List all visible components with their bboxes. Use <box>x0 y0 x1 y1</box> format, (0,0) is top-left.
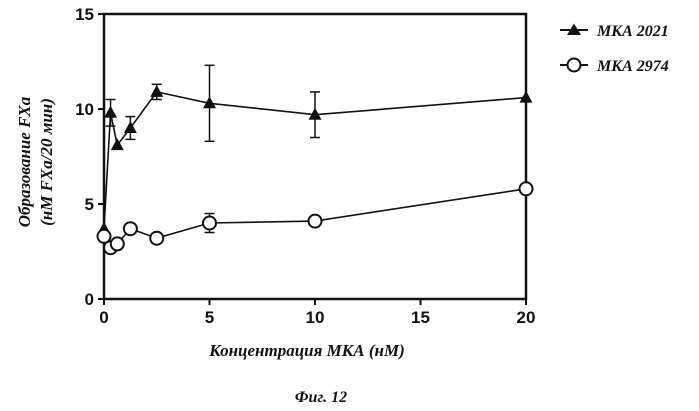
x-tick-label: 20 <box>517 308 536 327</box>
x-tick-label: 5 <box>205 308 214 327</box>
series-line <box>103 91 527 229</box>
y-axis-title-line1: Образование FXa <box>15 96 34 227</box>
plot-frame <box>102 12 528 301</box>
data-point-circle <box>307 213 323 229</box>
data-point-triangle <box>203 96 216 109</box>
data-point-circle <box>202 215 217 231</box>
data-point-circle <box>518 181 534 197</box>
y-tick-label: 5 <box>85 195 94 214</box>
data-point-triangle <box>104 105 118 118</box>
x-axis-ticks: 0 5 10 15 20 <box>99 299 535 327</box>
x-tick-label: 0 <box>99 308 108 327</box>
data-point-triangle <box>123 121 137 133</box>
y-tick-label: 0 <box>85 290 94 309</box>
y-axis-title-line2: (нМ FXa/20 мин) <box>37 98 56 226</box>
y-tick-label: 10 <box>75 100 94 119</box>
data-point-triangle <box>519 90 533 103</box>
series-layer <box>96 64 534 256</box>
series-1 <box>97 64 533 234</box>
x-tick-label: 10 <box>306 308 325 327</box>
legend-item-mka-2021: МКА 2021 <box>560 23 669 40</box>
plot-area <box>102 12 528 301</box>
legend-label-mka-2021: МКА 2021 <box>596 23 669 40</box>
legend-triangle-marker <box>567 23 581 35</box>
legend: МКА 2021 МКА 2974 <box>560 23 669 75</box>
figure-caption: Фиг. 12 <box>295 389 347 406</box>
x-axis-title: Концентрация МКА (нМ) <box>208 341 405 360</box>
data-point-circle <box>122 221 138 237</box>
data-point-triangle <box>110 138 124 151</box>
data-point-circle <box>109 236 125 252</box>
y-tick-label: 15 <box>75 5 94 24</box>
data-point-circle <box>96 228 112 244</box>
data-point-triangle <box>308 107 322 120</box>
legend-circle-marker <box>566 57 582 73</box>
x-tick-label: 15 <box>411 308 430 327</box>
y-axis-ticks: 0 5 10 15 <box>75 5 104 309</box>
series-2 <box>96 181 534 256</box>
data-point-triangle <box>150 84 164 97</box>
legend-label-mka-2974: МКА 2974 <box>596 58 669 75</box>
data-point-circle <box>149 230 165 246</box>
legend-item-mka-2974: МКА 2974 <box>560 57 669 75</box>
